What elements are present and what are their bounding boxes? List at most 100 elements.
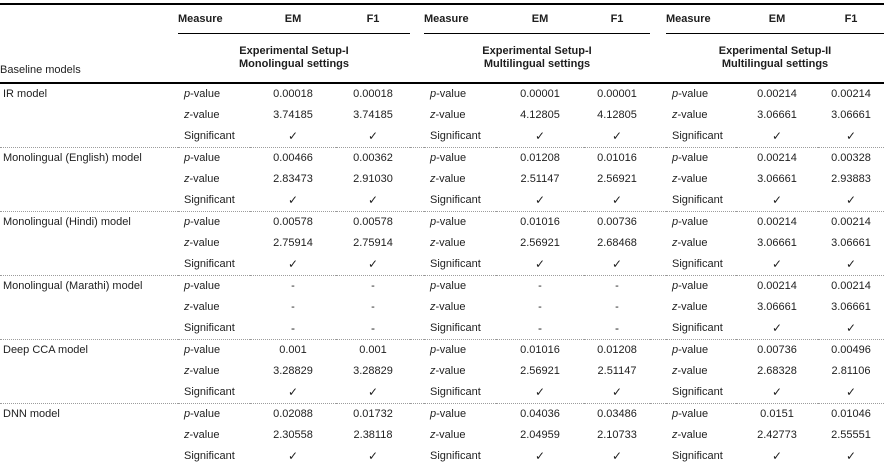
value-cell: 0.00496 bbox=[818, 338, 884, 361]
column-gap bbox=[650, 83, 666, 105]
em-header-g2: EM bbox=[496, 3, 584, 34]
f1-header-g1: F1 bbox=[336, 3, 410, 34]
measure-prefix: z bbox=[672, 237, 678, 249]
value-cell: 0.01732 bbox=[336, 402, 410, 425]
measure-suffix: -value bbox=[189, 109, 220, 121]
group-title-2: Experimental Setup-I Multilingual settin… bbox=[424, 33, 650, 84]
measure-suffix: -value bbox=[678, 216, 709, 228]
column-gap bbox=[410, 297, 424, 318]
significance-results-table: Measure EM F1 Measure EM F1 Measure EM F… bbox=[0, 3, 884, 464]
significance-cell: ✓ bbox=[818, 382, 884, 404]
model-name-spacer bbox=[0, 169, 178, 190]
value-cell: - bbox=[250, 274, 336, 297]
measure-suffix: -value bbox=[190, 344, 221, 356]
measure-label: p-value bbox=[424, 274, 496, 297]
group-title-1: Experimental Setup-I Monolingual setting… bbox=[178, 33, 410, 84]
measure-suffix: -value bbox=[678, 152, 709, 164]
value-cell: 3.74185 bbox=[353, 109, 393, 121]
value-cell: 0.00214 bbox=[736, 274, 818, 297]
model-row-pvalue: Monolingual (Hindi) model p-value 0.0057… bbox=[0, 210, 884, 233]
measure-suffix: -value bbox=[677, 365, 708, 377]
measure-label: Significant bbox=[666, 382, 736, 404]
model-row-significant: Significant ✓ ✓ Significant ✓ ✓ Signific… bbox=[0, 254, 884, 276]
table-header: Measure EM F1 Measure EM F1 Measure EM F… bbox=[0, 3, 884, 84]
check-mark-or-dash: ✓ bbox=[534, 257, 546, 271]
measure-suffix: Significant bbox=[672, 130, 723, 142]
column-gap bbox=[650, 361, 666, 382]
value-cell: 0.00736 bbox=[736, 338, 818, 361]
value-cell: 2.10733 bbox=[597, 429, 637, 441]
measure-suffix: -value bbox=[435, 237, 466, 249]
value-cell: 0.01046 bbox=[818, 402, 884, 425]
measure-suffix: -value bbox=[677, 237, 708, 249]
measure-label: p-value bbox=[424, 402, 496, 425]
column-gap bbox=[650, 105, 666, 126]
measure-label: z-value bbox=[666, 233, 736, 254]
model-name: IR model bbox=[3, 88, 48, 100]
column-gap bbox=[650, 318, 666, 340]
measure-prefix: p bbox=[184, 280, 191, 292]
value-cell: - bbox=[496, 274, 584, 297]
value-cell: 2.38118 bbox=[353, 429, 393, 441]
check-mark-or-dash: ✓ bbox=[367, 129, 379, 143]
check-mark-or-dash: ✓ bbox=[287, 193, 299, 207]
value-cell: 0.00214 bbox=[818, 210, 884, 233]
significance-cell: ✓ bbox=[250, 126, 336, 148]
measure-suffix: -value bbox=[678, 88, 709, 100]
check-mark-or-dash: ✓ bbox=[534, 129, 546, 143]
f1-header-g2: F1 bbox=[584, 3, 650, 34]
value-cell: 2.75914 bbox=[273, 237, 313, 249]
value-cell: 3.28829 bbox=[273, 365, 313, 377]
significance-cell: ✓ bbox=[496, 382, 584, 404]
measure-label: p-value bbox=[424, 338, 496, 361]
model-row-zvalue: z-value 2.75914 2.75914 z-value 2.56921 … bbox=[0, 233, 884, 254]
column-gap bbox=[650, 425, 666, 446]
model-name: Monolingual (Hindi) model bbox=[0, 210, 178, 233]
significance-cell: - bbox=[250, 318, 336, 340]
column-gap bbox=[410, 254, 424, 276]
measure-label: z-value bbox=[424, 105, 496, 126]
check-mark-or-dash: ✓ bbox=[845, 385, 857, 399]
measure-suffix: -value bbox=[189, 429, 220, 441]
value-cell: 2.56921 bbox=[597, 173, 637, 185]
significance-cell: ✓ bbox=[818, 126, 884, 148]
measure-prefix: z bbox=[672, 429, 678, 441]
column-gap bbox=[650, 338, 666, 361]
measure-prefix: p bbox=[430, 280, 437, 292]
measure-suffix: -value bbox=[436, 216, 467, 228]
model-name-spacer bbox=[0, 254, 178, 276]
group-title-1-line1: Experimental Setup-I bbox=[239, 44, 349, 57]
measure-label: p-value bbox=[424, 83, 496, 105]
column-gap bbox=[410, 83, 424, 105]
measure-suffix: Significant bbox=[184, 194, 235, 206]
measure-label: z-value bbox=[424, 361, 496, 382]
measure-label: Significant bbox=[178, 445, 250, 464]
value-cell: 0.00214 bbox=[757, 88, 797, 100]
value-cell: 0.00018 bbox=[353, 88, 393, 100]
measure-header-g1: Measure bbox=[178, 3, 250, 34]
model-name: Monolingual (Marathi) model bbox=[0, 274, 178, 297]
measure-suffix: -value bbox=[190, 216, 221, 228]
measure-suffix: Significant bbox=[672, 194, 723, 206]
model-row-zvalue: z-value 2.83473 2.91030 z-value 2.51147 … bbox=[0, 169, 884, 190]
significance-cell: ✓ bbox=[584, 126, 650, 148]
measure-suffix: -value bbox=[189, 173, 220, 185]
significance-cell: ✓ bbox=[736, 190, 818, 212]
value-cell: - bbox=[538, 301, 542, 313]
model-name-spacer bbox=[0, 318, 178, 340]
measure-label: p-value bbox=[178, 274, 250, 297]
measure-header-g3: Measure bbox=[666, 3, 736, 34]
value-cell: - bbox=[371, 301, 375, 313]
column-gap bbox=[650, 169, 666, 190]
measure-suffix: -value bbox=[435, 109, 466, 121]
value-cell: - bbox=[584, 274, 650, 297]
check-mark-or-dash: - bbox=[291, 321, 295, 335]
significance-cell: ✓ bbox=[496, 190, 584, 212]
measure-label: z-value bbox=[424, 169, 496, 190]
check-mark-or-dash: ✓ bbox=[287, 385, 299, 399]
measure-suffix: -value bbox=[436, 408, 467, 420]
measure-suffix: Significant bbox=[430, 194, 481, 206]
measure-label: Significant bbox=[424, 382, 496, 404]
measure-header-g2: Measure bbox=[424, 3, 496, 34]
value-cell: 0.00001 bbox=[520, 88, 560, 100]
